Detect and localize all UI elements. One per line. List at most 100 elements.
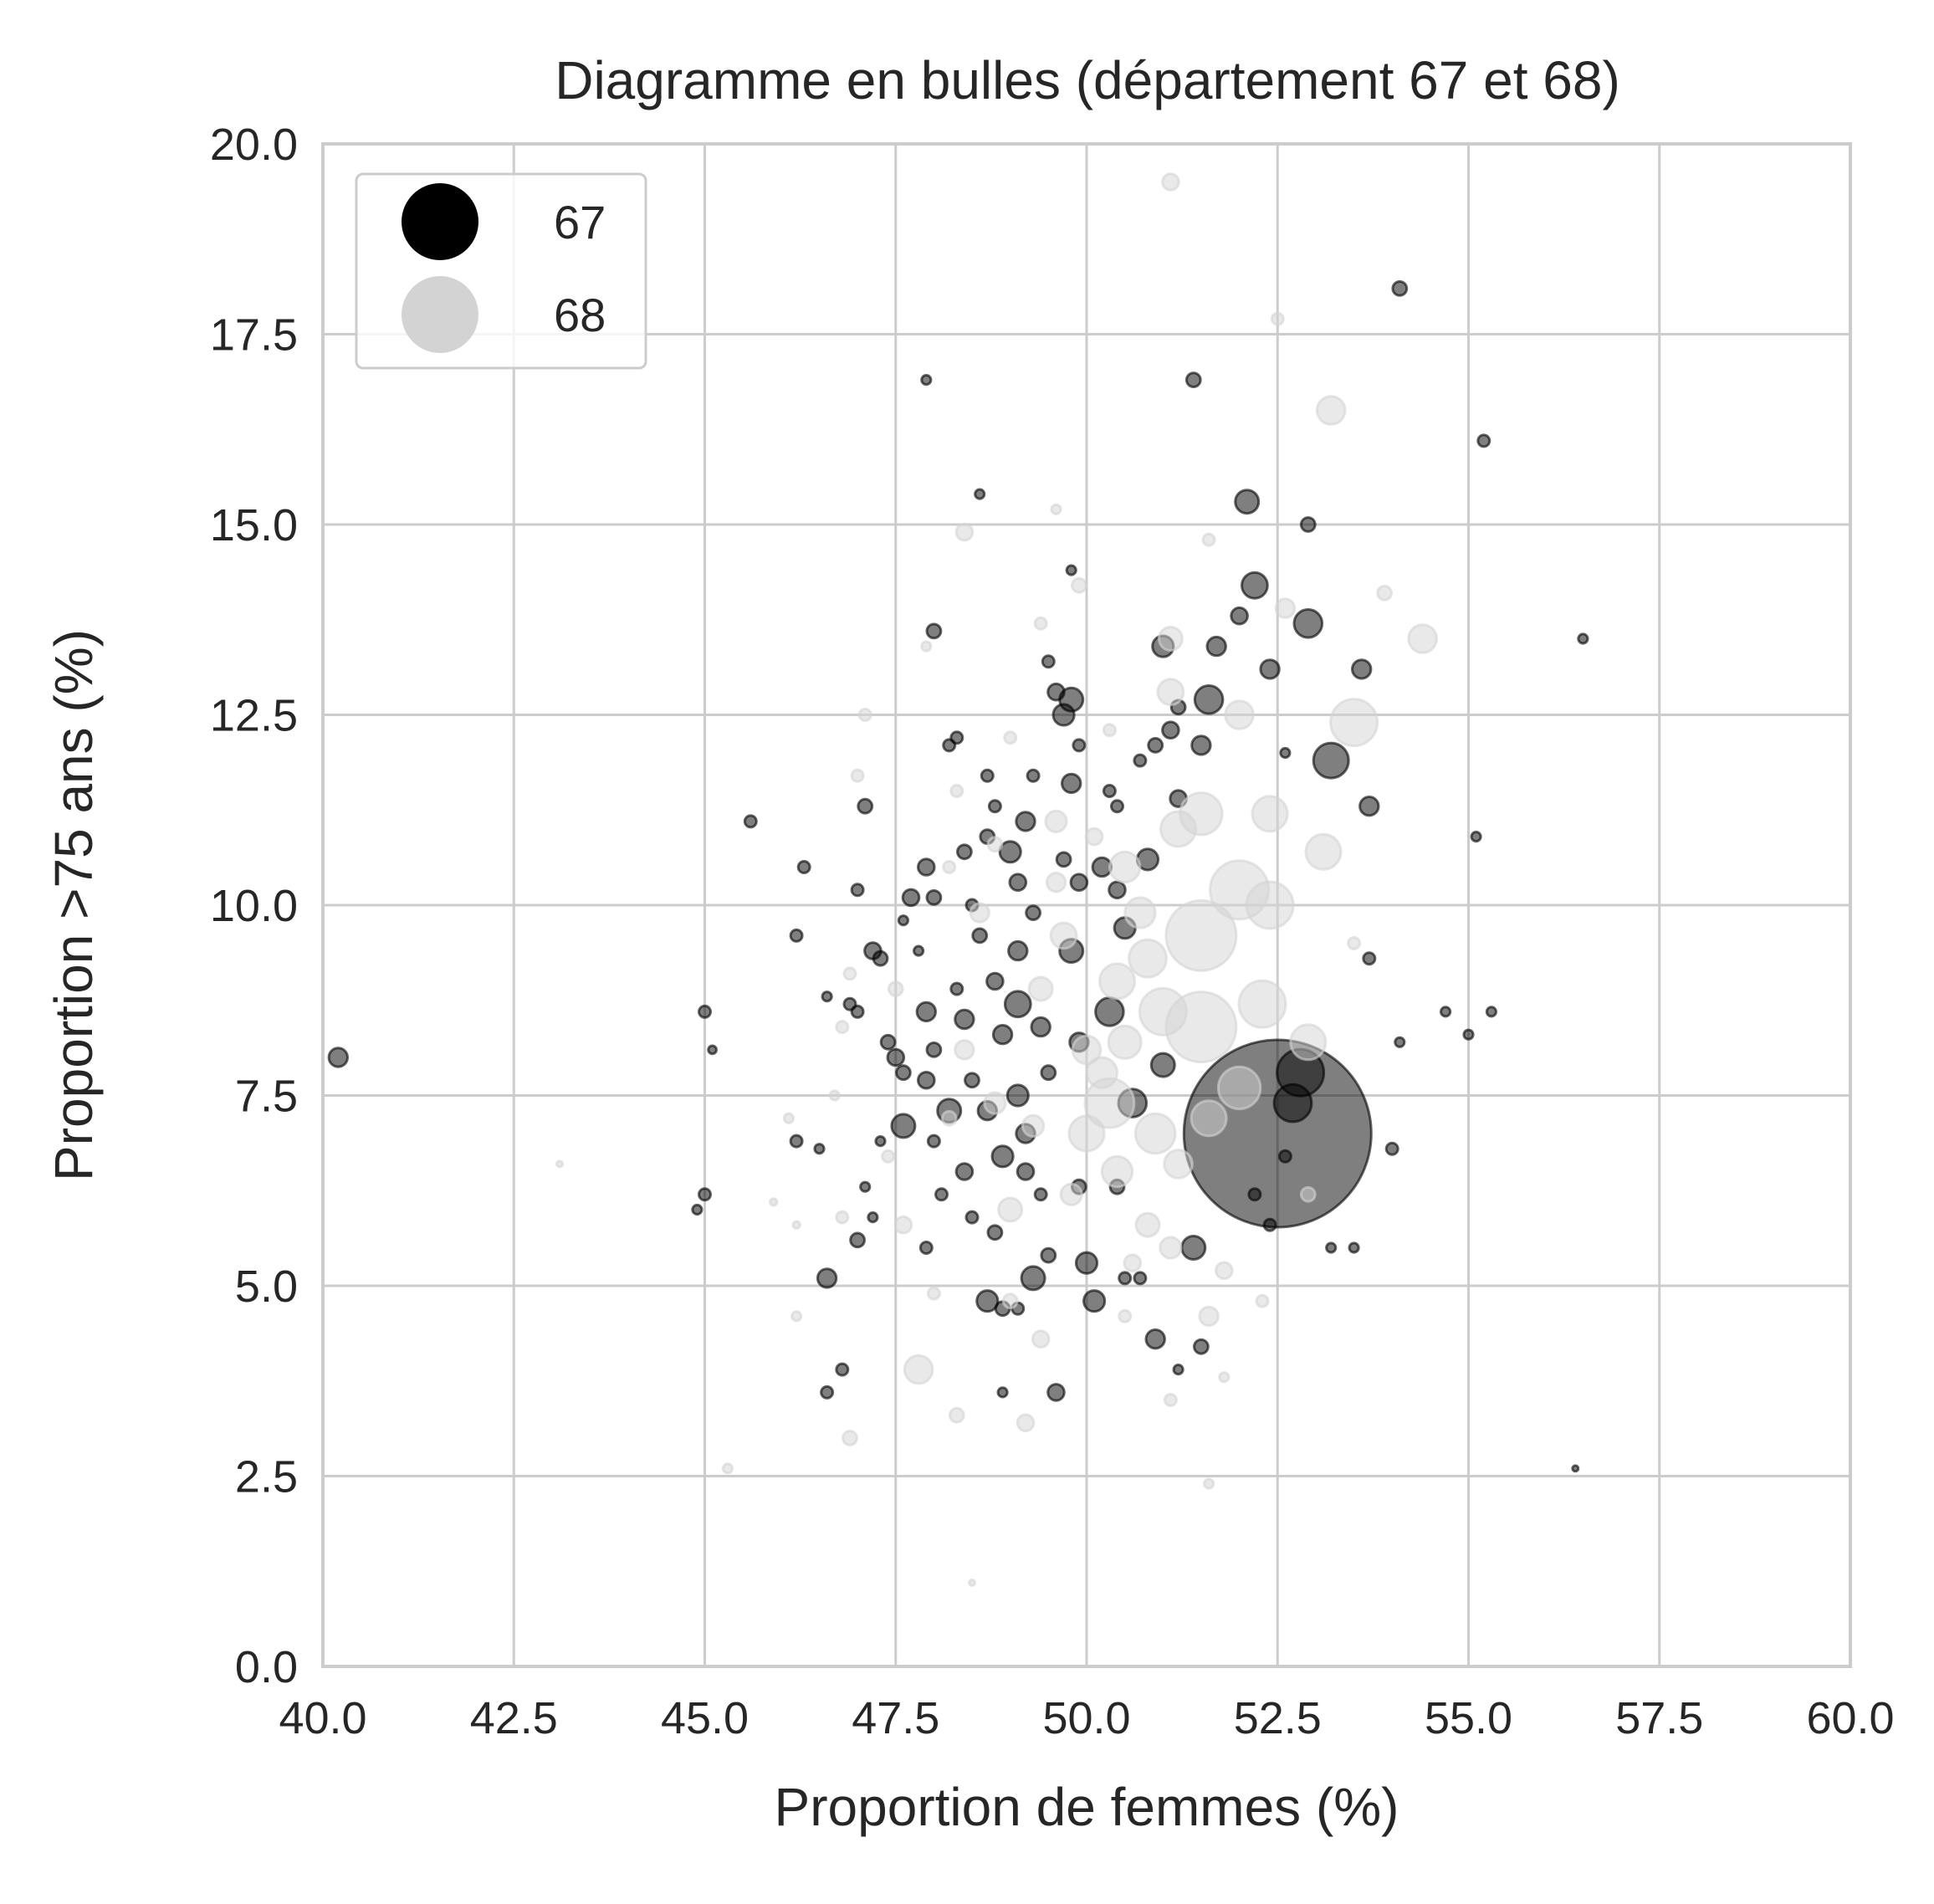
- bubble-67: [897, 914, 910, 927]
- bubble-67: [1205, 635, 1227, 658]
- bubble-68: [1031, 1329, 1051, 1349]
- bubble-68: [1218, 1371, 1230, 1384]
- bubble-67: [964, 1210, 980, 1225]
- bubble-67: [886, 1047, 906, 1067]
- bubble-68: [1251, 795, 1289, 833]
- bubble-67: [1351, 658, 1373, 680]
- bubble-67: [996, 1386, 1009, 1399]
- bubble-67: [1133, 753, 1148, 768]
- y-tick-label: 20.0: [210, 120, 298, 170]
- bubble-67: [849, 1231, 866, 1249]
- bubble-67: [1391, 280, 1409, 297]
- bubble-67: [691, 1203, 704, 1216]
- bubble-68: [881, 1149, 896, 1164]
- bubble-68: [1299, 1185, 1317, 1203]
- bubble-67: [850, 883, 865, 898]
- bubble-68: [1050, 503, 1062, 515]
- bubble-67: [1118, 1271, 1133, 1286]
- y-tick-label: 7.5: [235, 1072, 298, 1122]
- bubble-67: [1149, 1052, 1176, 1078]
- bubble-68: [1274, 597, 1297, 619]
- bubble-68: [1085, 1056, 1119, 1089]
- bubble-67: [1241, 571, 1269, 600]
- bubble-67: [327, 1047, 349, 1068]
- bubble-67: [1571, 1464, 1580, 1473]
- bubble-67: [949, 730, 964, 745]
- legend-marker-68: [402, 276, 478, 353]
- bubble-68: [1164, 990, 1238, 1064]
- bubble-68: [1134, 1211, 1161, 1238]
- bubble-67: [1094, 996, 1125, 1027]
- bubble-67: [990, 1144, 1015, 1169]
- bubble-67: [1325, 1241, 1338, 1254]
- y-tick-label: 12.5: [210, 691, 298, 741]
- bubble-67: [1180, 1235, 1207, 1261]
- bubble-67: [1108, 880, 1127, 900]
- bubble-68: [969, 902, 990, 924]
- bubble-67: [1272, 1083, 1313, 1123]
- bubble-68: [1123, 896, 1157, 929]
- bubble-67: [1065, 564, 1077, 576]
- bubble-68: [850, 768, 865, 783]
- bubble-68: [842, 1430, 858, 1446]
- bubble-67: [1102, 784, 1117, 798]
- bubble-67: [1470, 831, 1482, 843]
- bubble-67: [975, 1289, 1000, 1313]
- bubble-67: [1358, 796, 1380, 817]
- bubble-67: [949, 981, 964, 996]
- bubble-68: [1245, 880, 1295, 930]
- legend-label-67: 67: [554, 196, 606, 248]
- bubble-67: [925, 1042, 943, 1058]
- bubble-67: [698, 1004, 712, 1019]
- bubble-68: [1164, 898, 1238, 972]
- bubble-67: [1172, 1364, 1184, 1376]
- bubble-68: [1201, 532, 1216, 547]
- bubble-67: [1485, 1006, 1498, 1018]
- bubble-68: [1179, 791, 1224, 837]
- bubble-67: [986, 1224, 1004, 1241]
- bubble-67: [1005, 1083, 1030, 1108]
- bubble-67: [1144, 1328, 1166, 1350]
- bubble-68: [1163, 1393, 1178, 1407]
- bubble-67: [1026, 768, 1041, 783]
- bubble-68: [1059, 1182, 1083, 1206]
- bubble-67: [1348, 1241, 1360, 1254]
- bubble-67: [1384, 1141, 1399, 1156]
- x-tick-label: 40.0: [279, 1693, 366, 1743]
- bubble-67: [991, 1024, 1014, 1046]
- bubble-67: [1292, 608, 1324, 639]
- bubble-68: [1049, 921, 1078, 950]
- bubble-67: [821, 990, 833, 1003]
- series-68: [555, 172, 1438, 1587]
- bubble-67: [1362, 951, 1377, 966]
- bubble-67: [1234, 489, 1261, 515]
- bubble-68: [1118, 1308, 1133, 1323]
- bubble-68: [968, 1578, 976, 1587]
- y-tick-label: 17.5: [210, 310, 298, 361]
- bubble-68: [1071, 1034, 1103, 1066]
- legend: 67 68: [355, 172, 647, 370]
- bubble-67: [1110, 799, 1124, 814]
- bubble-67: [1040, 1064, 1057, 1082]
- bubble-67: [1147, 737, 1164, 754]
- bubble-67: [1016, 1162, 1036, 1181]
- bubble-68: [782, 1112, 796, 1124]
- bubble-67: [879, 1033, 897, 1051]
- bubble-67: [1190, 734, 1212, 756]
- bubble-68: [887, 980, 904, 997]
- bubble-68: [721, 1462, 734, 1475]
- bubble-67: [813, 1143, 826, 1155]
- bubble-68: [942, 860, 957, 874]
- bubble-68: [1224, 699, 1255, 730]
- bubble-67: [954, 1162, 975, 1181]
- bubble-67: [1061, 772, 1082, 795]
- bubble-67: [920, 374, 933, 386]
- bubble-67: [1394, 1036, 1406, 1048]
- bubble-68: [1100, 1154, 1134, 1189]
- bubble-67: [998, 840, 1022, 864]
- bubble-67: [918, 1241, 934, 1255]
- bubble-67: [796, 860, 811, 874]
- bubble-67: [1069, 873, 1089, 892]
- bubble-67: [857, 797, 874, 815]
- bubble-68: [1156, 678, 1185, 707]
